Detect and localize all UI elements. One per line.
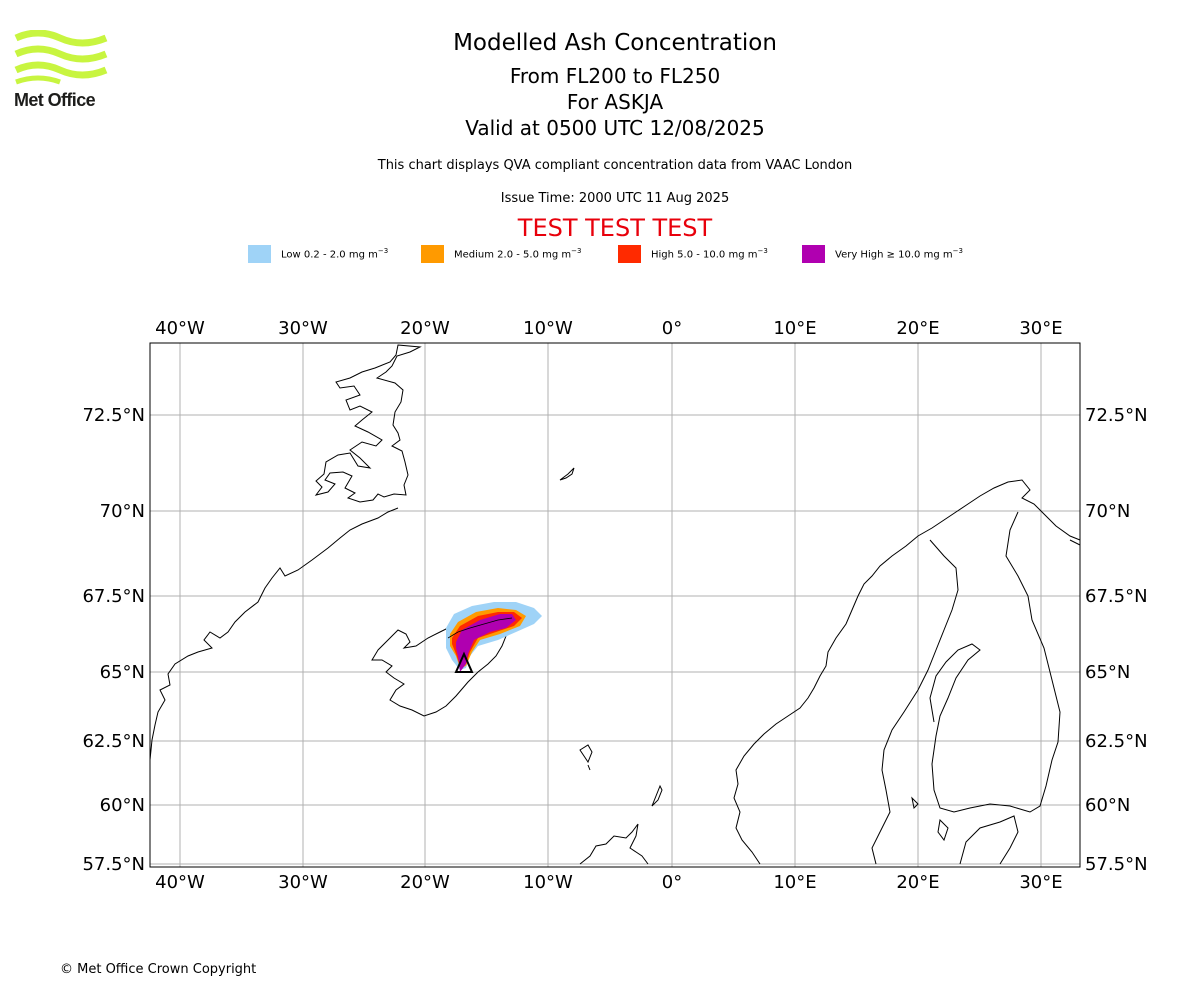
lon-label-top: 30°W xyxy=(278,318,328,339)
shetland-coast xyxy=(651,784,663,807)
lon-label-top: 0° xyxy=(662,318,682,339)
copyright-notice: © Met Office Crown Copyright xyxy=(60,962,257,977)
lon-label-bottom: 10°E xyxy=(773,872,816,893)
legend-swatch-low xyxy=(248,245,271,263)
finland-border xyxy=(929,511,1061,813)
lat-label-right: 70°N xyxy=(1085,501,1130,522)
compliance-note: This chart displays QVA compliant concen… xyxy=(377,158,853,173)
lon-label-bottom: 20°W xyxy=(400,872,450,893)
map-frame-group xyxy=(149,342,1081,868)
scotland-coast xyxy=(579,823,649,865)
lon-label-top: 10°E xyxy=(773,318,816,339)
lat-label-right: 67.5°N xyxy=(1085,586,1148,607)
legend-swatch-medium xyxy=(421,245,444,263)
issue-time: Issue Time: 2000 UTC 11 Aug 2025 xyxy=(500,191,730,206)
lon-label-bottom: 10°W xyxy=(523,872,573,893)
iceland-coast xyxy=(371,625,507,717)
lat-label-left: 62.5°N xyxy=(82,731,145,752)
legend-label-very-high: Very High ≥ 10.0 mg m−3 xyxy=(835,247,963,261)
lat-label-right: 60°N xyxy=(1085,795,1130,816)
lon-label-top: 30°E xyxy=(1019,318,1062,339)
coastlines xyxy=(149,344,1081,865)
volcano-name: For ASKJA xyxy=(566,90,664,114)
lat-label-left: 60°N xyxy=(100,795,145,816)
axis-labels: 40°W 30°W 20°W 10°W 0° 10°E 20°E 30°E 40… xyxy=(82,318,1147,893)
lat-label-left: 57.5°N xyxy=(82,854,145,875)
lon-label-bottom: 40°W xyxy=(155,872,205,893)
lon-label-top: 20°E xyxy=(896,318,939,339)
lon-label-bottom: 20°E xyxy=(896,872,939,893)
legend-label-high: High 5.0 - 10.0 mg m−3 xyxy=(651,247,768,261)
legend-swatch-high xyxy=(618,245,641,263)
lon-label-bottom: 30°W xyxy=(278,872,328,893)
lon-label-bottom: 0° xyxy=(662,872,682,893)
lat-label-left: 65°N xyxy=(100,662,145,683)
estonia-coast xyxy=(959,815,1019,865)
lon-label-bottom: 30°E xyxy=(1019,872,1062,893)
legend-item-medium: Medium 2.0 - 5.0 mg m−3 xyxy=(421,244,581,264)
lat-label-left: 70°N xyxy=(100,501,145,522)
lat-label-right: 57.5°N xyxy=(1085,854,1148,875)
test-banner: TEST TEST TEST xyxy=(517,214,713,242)
legend-item-high: High 5.0 - 10.0 mg m−3 xyxy=(618,244,768,264)
lat-label-right: 62.5°N xyxy=(1085,731,1148,752)
met-office-logo: Met Office xyxy=(14,30,108,114)
jan-mayen-coast xyxy=(559,467,575,481)
sweden-border xyxy=(871,539,959,865)
faroe-coast xyxy=(579,744,593,771)
lat-label-left: 72.5°N xyxy=(82,405,145,426)
lat-label-right: 72.5°N xyxy=(1085,405,1148,426)
greenland-coast xyxy=(314,344,422,503)
chart-title: Modelled Ash Concentration xyxy=(453,30,777,56)
ash-concentration-map: 40°W 30°W 20°W 10°W 0° 10°E 20°E 30°E 40… xyxy=(82,318,1147,893)
legend-item-very-high: Very High ≥ 10.0 mg m−3 xyxy=(802,244,963,264)
legend-item-low: Low 0.2 - 2.0 mg m−3 xyxy=(248,244,388,264)
volcano-triangle-icon xyxy=(454,651,474,673)
valid-time: Valid at 0500 UTC 12/08/2025 xyxy=(465,116,765,140)
met-office-wave-icon xyxy=(14,30,108,85)
legend-label-low: Low 0.2 - 2.0 mg m−3 xyxy=(281,247,389,261)
ash-plume xyxy=(446,602,542,672)
lat-label-left: 67.5°N xyxy=(82,586,145,607)
lat-label-right: 65°N xyxy=(1085,662,1130,683)
graticule xyxy=(150,343,1080,867)
legend-label-medium: Medium 2.0 - 5.0 mg m−3 xyxy=(454,247,582,261)
plume-very-high xyxy=(456,614,516,672)
logo-text: Met Office xyxy=(14,90,96,110)
legend-swatch-very-high xyxy=(802,245,825,263)
lon-label-top: 10°W xyxy=(523,318,573,339)
lon-label-top: 40°W xyxy=(155,318,205,339)
flight-level-range: From FL200 to FL250 xyxy=(509,64,721,88)
lon-label-top: 20°W xyxy=(400,318,450,339)
norway-coast xyxy=(733,479,1081,865)
